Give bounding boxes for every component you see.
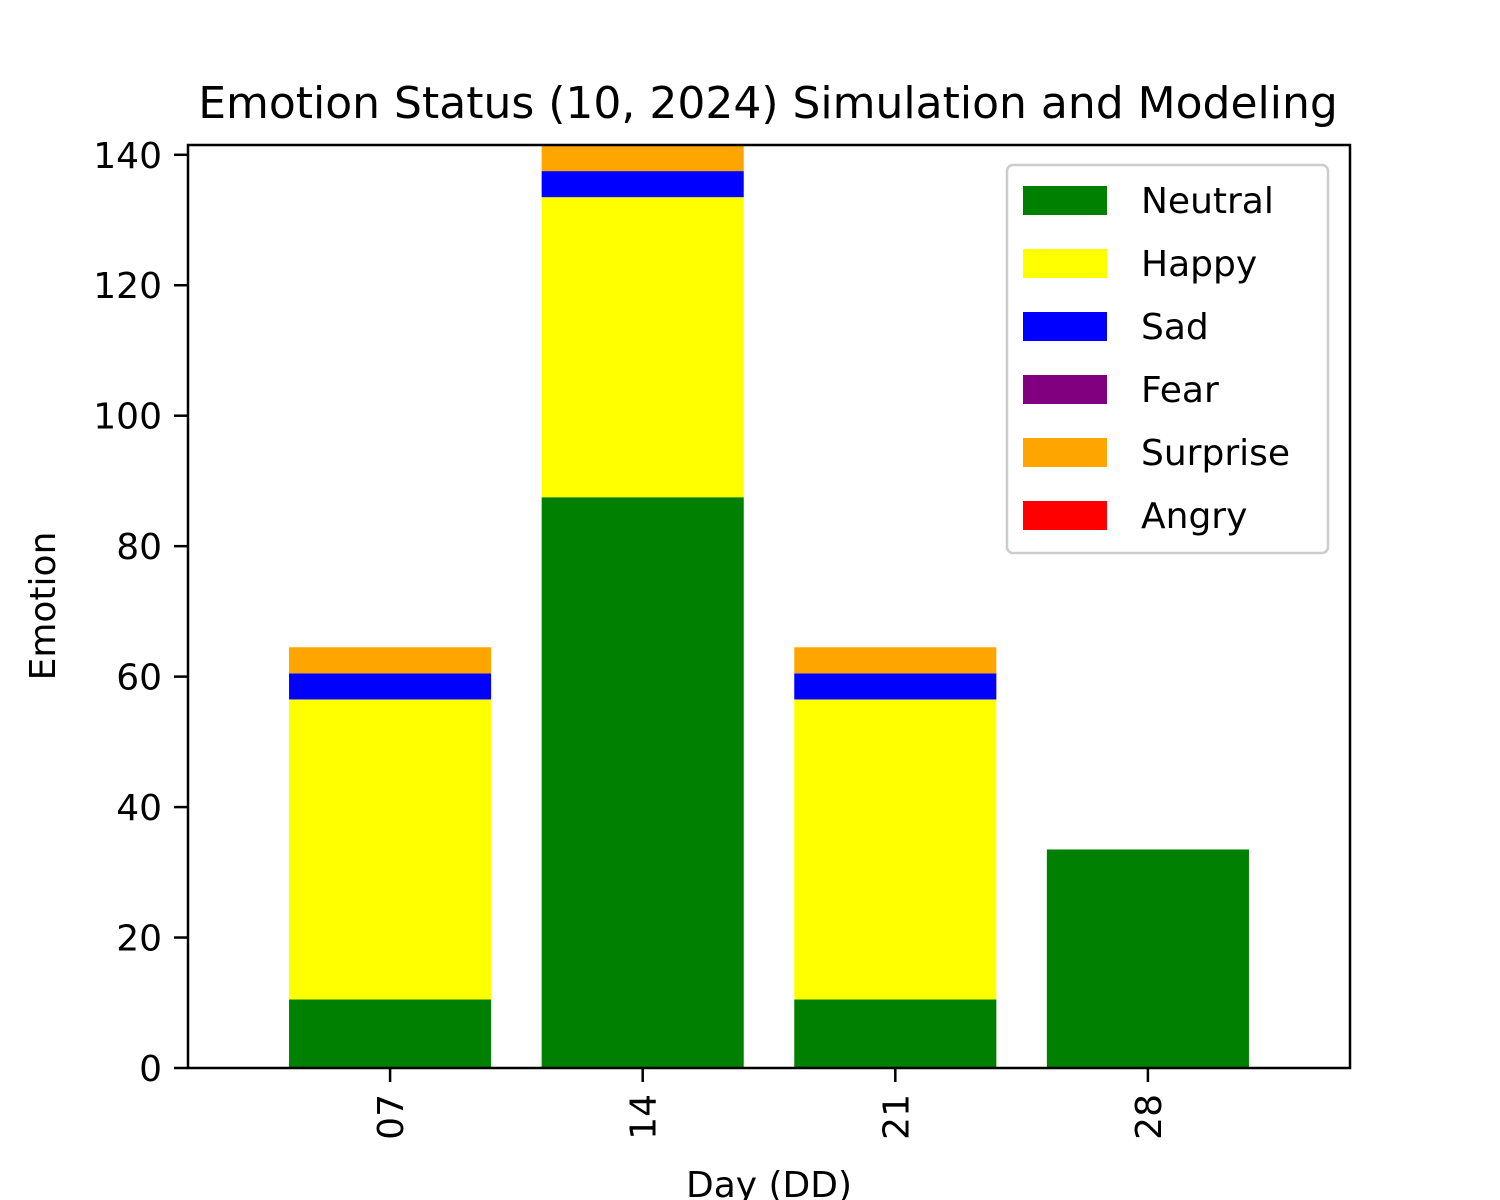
- legend-swatch-angry: [1023, 501, 1107, 530]
- x-tick-label: 14: [624, 1094, 665, 1140]
- bar-neutral-14: [541, 497, 744, 1068]
- bar-surprise-14: [541, 145, 744, 172]
- x-axis: 07 14 21 28: [371, 1068, 1170, 1140]
- bar-neutral-21: [794, 999, 997, 1068]
- legend-swatch-sad: [1023, 312, 1107, 341]
- legend-label-fear: Fear: [1141, 370, 1219, 411]
- legend-label-neutral: Neutral: [1141, 181, 1274, 222]
- bar-sad-14: [541, 171, 744, 198]
- bar-happy-21: [794, 699, 997, 1000]
- legend-swatch-fear: [1023, 375, 1107, 404]
- legend-swatch-happy: [1023, 249, 1107, 278]
- x-tick-label: 28: [1129, 1094, 1170, 1140]
- legend-label-happy: Happy: [1141, 244, 1257, 285]
- y-axis: 0 20 40 60 80 100 120 140: [93, 136, 188, 1090]
- x-tick-label: 21: [876, 1094, 917, 1140]
- bar-happy-07: [289, 699, 492, 1000]
- bar-neutral-07: [289, 999, 492, 1068]
- plot-frame: [186, 143, 1352, 1070]
- y-tick-label: 40: [116, 788, 162, 829]
- legend-label-surprise: Surprise: [1141, 433, 1290, 474]
- legend-frame: [1005, 163, 1330, 555]
- chart-title: Emotion Status (10, 2024) Simulation and…: [198, 78, 1338, 129]
- y-tick-label: 20: [116, 919, 162, 960]
- bar-neutral-28: [1046, 849, 1249, 1068]
- legend-label-angry: Angry: [1141, 496, 1247, 537]
- y-tick-label: 80: [116, 527, 162, 568]
- legend-label-sad: Sad: [1141, 307, 1209, 348]
- y-tick-label: 60: [116, 658, 162, 699]
- bars-layer: [289, 145, 1249, 1068]
- y-tick-label: 100: [93, 397, 162, 438]
- legend-swatch-neutral: [1023, 186, 1107, 215]
- y-tick-label: 120: [93, 266, 162, 307]
- bar-surprise-21: [794, 647, 997, 674]
- bar-happy-14: [541, 197, 744, 498]
- x-axis-label: Day (DD): [686, 1165, 852, 1200]
- legend: Neutral Happy Sad Fear Surprise Angry: [1005, 163, 1330, 555]
- bar-surprise-07: [289, 647, 492, 674]
- bar-sad-07: [289, 673, 492, 700]
- bar-sad-21: [794, 673, 997, 700]
- y-tick-label: 140: [93, 136, 162, 177]
- y-axis-label: Emotion: [23, 532, 64, 681]
- legend-swatch-surprise: [1023, 438, 1107, 467]
- x-tick-label: 07: [371, 1094, 412, 1140]
- y-tick-label: 0: [139, 1049, 162, 1090]
